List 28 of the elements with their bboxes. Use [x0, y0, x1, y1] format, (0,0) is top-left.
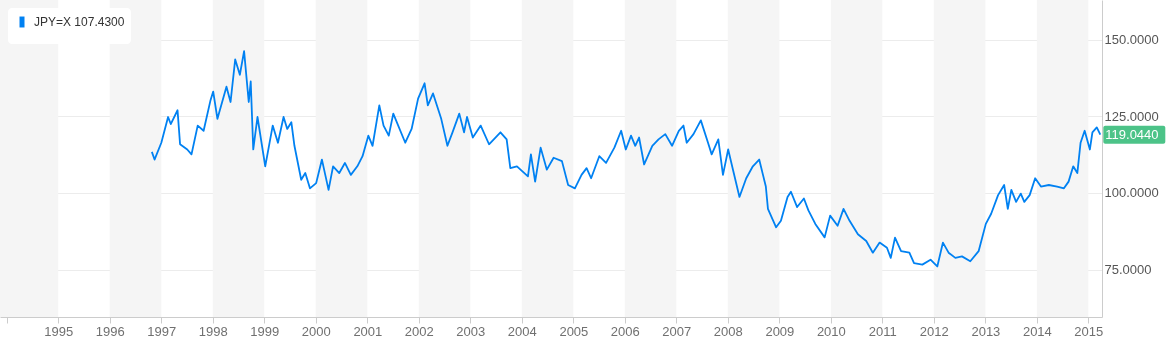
annotation: 119.0440	[1105, 126, 1159, 142]
x-tick-label: 2006	[610, 323, 640, 339]
x-tick-label: 2010	[816, 323, 846, 339]
x-tick-label: 2000	[301, 323, 331, 339]
x-tick-label: 2008	[713, 323, 743, 339]
y-tick-label: 100.0000	[1104, 185, 1159, 201]
x-tick-label: 2014	[1022, 323, 1052, 339]
x-tick-label: 2007	[662, 323, 692, 339]
x-tick-label: 1999	[250, 323, 280, 339]
x-tick-label: 2002	[404, 323, 434, 339]
x-tick-label: 2003	[456, 323, 486, 339]
x-tick-label: 1997	[147, 323, 177, 339]
line-series	[150, 50, 1102, 268]
y-tick-label: 125.0000	[1104, 108, 1159, 124]
x-tick-label: 2015	[1074, 323, 1104, 339]
x-tick-label: 2012	[919, 323, 949, 339]
x-tick-label: 2009	[765, 323, 795, 339]
x-tick-label: 2004	[507, 323, 537, 339]
x-tick-label: 2011	[868, 323, 897, 339]
legend-label: JPY=X 107.4300	[34, 15, 125, 29]
x-tick-label: 1995	[44, 323, 74, 339]
y-tick-label: 150.0000	[1104, 32, 1159, 48]
x-tick-label: 1996	[95, 323, 125, 339]
x-tick-label: 2013	[971, 323, 1001, 339]
y-tick-label: 75.0000	[1104, 262, 1152, 278]
x-tick-label: 1998	[198, 323, 228, 339]
x-tick-label: 2005	[559, 323, 589, 339]
x-tick-label: 2001	[353, 323, 383, 339]
